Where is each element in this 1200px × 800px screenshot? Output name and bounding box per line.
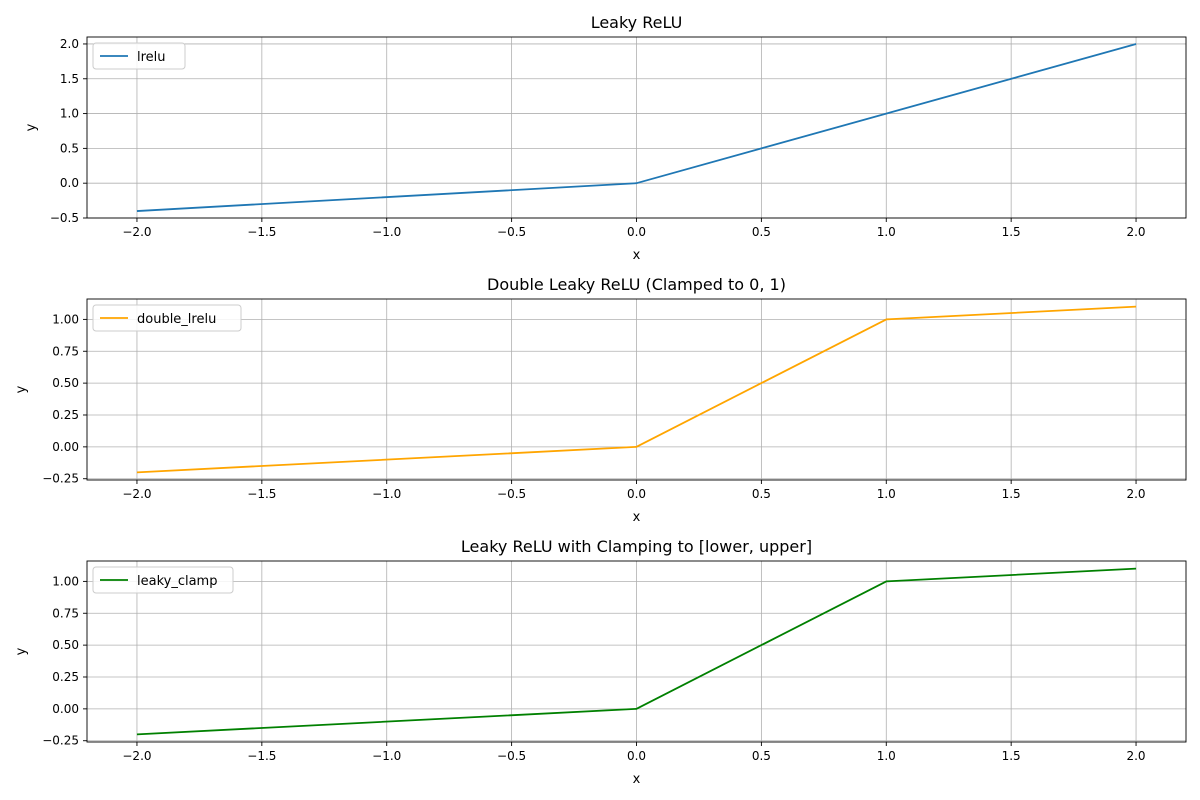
x-tick-label: −2.0 — [122, 487, 151, 501]
x-tick-label: −1.0 — [372, 225, 401, 239]
x-tick-label: −1.0 — [372, 749, 401, 763]
subplot-1: −2.0 −1.5 −1.0 −0.5 0.0 0.5 1.0 1.5 2.0 −0.5 0.0 0.… — [24, 13, 1187, 263]
x-tick-label: 1.0 — [877, 225, 896, 239]
x-tick-label: 2.0 — [1126, 749, 1145, 763]
x-axis-label: x — [633, 510, 641, 525]
y-axis-label: y — [14, 647, 29, 655]
y-tick-label: 1.5 — [60, 72, 79, 86]
x-tick-label: 1.5 — [1002, 749, 1021, 763]
legend: lrelu — [92, 42, 186, 70]
x-tick-label: 0.0 — [627, 749, 646, 763]
x-tick-label: 1.0 — [877, 487, 896, 501]
y-tick-label: 0.5 — [60, 141, 79, 155]
chart-title: Leaky ReLU with Clamping to [lower, uppe… — [461, 537, 812, 556]
x-axis-label: x — [633, 248, 641, 263]
y-tick-label: −0.25 — [42, 472, 79, 486]
legend-box — [92, 42, 186, 70]
subplot-2: −2.0 −1.5 −1.0 −0.5 0.0 0.5 1.0 1.5 2.0 −0.25 0.00… — [14, 275, 1187, 525]
x-tick-label: 2.0 — [1126, 225, 1145, 239]
legend-label: double_lrelu — [137, 312, 216, 327]
legend-box — [92, 566, 234, 594]
y-tick-label: 1.00 — [52, 312, 79, 326]
y-tick-label: 0.75 — [52, 606, 79, 620]
y-tick-label: 1.0 — [60, 107, 79, 121]
x-tick-label: 2.0 — [1126, 487, 1145, 501]
y-tick-label: 0.75 — [52, 344, 79, 358]
legend: leaky_clamp — [92, 566, 234, 594]
y-tick-label: 0.00 — [52, 702, 79, 716]
y-tick-label: 1.00 — [52, 574, 79, 588]
series-line-lrelu — [136, 43, 1137, 212]
series-line-double_lrelu — [136, 305, 1137, 474]
x-tick-label: 1.5 — [1002, 487, 1021, 501]
chart-title: Leaky ReLU — [591, 13, 683, 32]
y-tick-label: 0.25 — [52, 408, 79, 422]
x-tick-label: 0.5 — [752, 749, 771, 763]
x-tick-label: −2.0 — [122, 749, 151, 763]
legend-label: leaky_clamp — [137, 574, 217, 589]
x-tick-label: 0.0 — [627, 225, 646, 239]
subplot-3: −2.0 −1.5 −1.0 −0.5 0.0 0.5 1.0 1.5 2.0 −0.25 0.00… — [14, 537, 1187, 787]
y-tick-label: 0.00 — [52, 440, 79, 454]
chart-title: Double Leaky ReLU (Clamped to 0, 1) — [487, 275, 786, 294]
y-tick-label: 0.25 — [52, 670, 79, 684]
x-tick-label: −0.5 — [497, 487, 526, 501]
legend-box — [92, 304, 242, 332]
x-tick-label: −1.5 — [247, 225, 276, 239]
x-tick-label: −1.5 — [247, 487, 276, 501]
y-axis-label: y — [24, 123, 39, 131]
y-axis-label: y — [14, 385, 29, 393]
y-tick-label: 0.0 — [60, 176, 79, 190]
y-tick-label: −0.5 — [50, 211, 79, 225]
series-line-leaky_clamp — [136, 567, 1137, 736]
y-tick-label: 2.0 — [60, 37, 79, 51]
x-tick-label: 0.5 — [752, 225, 771, 239]
y-tick-label: −0.25 — [42, 734, 79, 748]
x-tick-label: 1.5 — [1002, 225, 1021, 239]
y-tick-label: 0.50 — [52, 638, 79, 652]
legend: double_lrelu — [92, 304, 242, 332]
x-tick-label: 0.5 — [752, 487, 771, 501]
x-tick-label: 0.0 — [627, 487, 646, 501]
x-tick-label: −1.5 — [247, 749, 276, 763]
x-tick-label: −0.5 — [497, 225, 526, 239]
x-axis-label: x — [633, 772, 641, 787]
y-tick-label: 0.50 — [52, 376, 79, 390]
x-tick-label: −0.5 — [497, 749, 526, 763]
x-tick-label: −2.0 — [122, 225, 151, 239]
x-tick-label: −1.0 — [372, 487, 401, 501]
legend-label: lrelu — [137, 50, 166, 65]
x-tick-label: 1.0 — [877, 749, 896, 763]
